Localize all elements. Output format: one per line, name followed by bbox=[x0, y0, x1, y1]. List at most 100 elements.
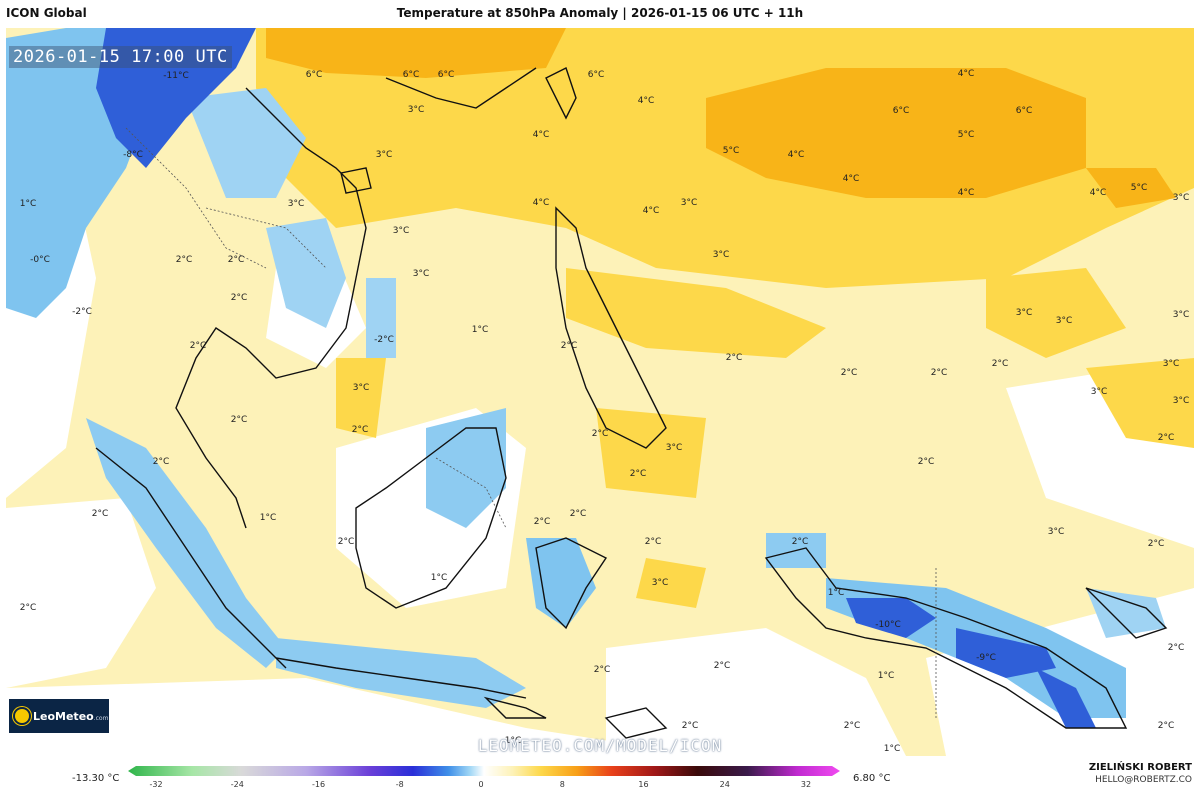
sun-icon bbox=[15, 709, 29, 723]
contour-label: 2°C bbox=[840, 368, 858, 378]
contour-label: 4°C bbox=[842, 174, 860, 184]
contour-label: 4°C bbox=[532, 130, 550, 140]
contour-label: 6°C bbox=[892, 106, 910, 116]
contour-label: 3°C bbox=[287, 199, 305, 209]
contour-label: 1°C bbox=[19, 199, 37, 209]
contour-label: 3°C bbox=[680, 198, 698, 208]
contour-label: 4°C bbox=[957, 188, 975, 198]
map-fields bbox=[6, 28, 1194, 756]
contour-label: 3°C bbox=[712, 250, 730, 260]
contour-label: 2°C bbox=[1157, 433, 1175, 443]
contour-label: 5°C bbox=[1130, 183, 1148, 193]
contour-label: 2°C bbox=[533, 517, 551, 527]
contour-label: 2°C bbox=[930, 368, 948, 378]
contour-label: 1°C bbox=[259, 513, 277, 523]
contour-label: 2°C bbox=[175, 255, 193, 265]
contour-label: 3°C bbox=[1047, 527, 1065, 537]
scale-tick-label: 24 bbox=[719, 780, 730, 789]
contour-label: 4°C bbox=[1089, 188, 1107, 198]
contour-label: 2°C bbox=[917, 457, 935, 467]
author-email: HELLO@ROBERTZ.CO bbox=[1095, 775, 1192, 785]
contour-label: 6°C bbox=[437, 70, 455, 80]
author-name: ZIELIŃSKI ROBERT bbox=[1088, 762, 1192, 773]
contour-label: 3°C bbox=[1090, 387, 1108, 397]
contour-label: -2°C bbox=[72, 307, 92, 317]
contour-label: 2°C bbox=[713, 661, 731, 671]
contour-label: 2°C bbox=[591, 429, 609, 439]
contour-label: -9°C bbox=[976, 653, 996, 663]
contour-label: -0°C bbox=[30, 255, 50, 265]
scale-tick-label: -24 bbox=[230, 780, 244, 789]
model-name: ICON Global bbox=[6, 6, 87, 20]
contour-label: 2°C bbox=[791, 537, 809, 547]
scale-tick-label: 16 bbox=[638, 780, 649, 789]
contour-label: 1°C bbox=[883, 744, 901, 754]
scale-tick-label: -16 bbox=[311, 780, 326, 789]
contour-label: -10°C bbox=[875, 620, 901, 630]
contour-label: 2°C bbox=[152, 457, 170, 467]
contour-label: 3°C bbox=[352, 383, 370, 393]
contour-label: 2°C bbox=[1157, 721, 1175, 731]
scale-tick-label: -32 bbox=[149, 780, 163, 789]
contour-label: 4°C bbox=[957, 69, 975, 79]
contour-label: 2°C bbox=[569, 509, 587, 519]
contour-label: 5°C bbox=[957, 130, 975, 140]
contour-label: 3°C bbox=[651, 578, 669, 588]
contour-label: 6°C bbox=[402, 70, 420, 80]
contour-label: 2°C bbox=[843, 721, 861, 731]
legend-min-label: -13.30 °C bbox=[72, 773, 120, 784]
contour-label: -11°C bbox=[163, 71, 189, 81]
contour-label: 4°C bbox=[642, 206, 660, 216]
scale-tick-label: 8 bbox=[559, 780, 565, 789]
chart-title: Temperature at 850hPa Anomaly | 2026-01-… bbox=[396, 6, 804, 20]
contour-label: 3°C bbox=[375, 150, 393, 160]
contour-label: 2°C bbox=[991, 359, 1009, 369]
contour-label: 2°C bbox=[227, 255, 245, 265]
contour-label: 1°C bbox=[471, 325, 489, 335]
contour-label: 2°C bbox=[337, 537, 355, 547]
contour-label: 2°C bbox=[351, 425, 369, 435]
contour-label: 1°C bbox=[504, 736, 522, 746]
contour-label: 1°C bbox=[430, 573, 448, 583]
contour-label: 6°C bbox=[1015, 106, 1033, 116]
contour-label: 5°C bbox=[722, 146, 740, 156]
contour-label: 3°C bbox=[665, 443, 683, 453]
leometeo-logo: LeoMeteo.com bbox=[9, 699, 109, 733]
scale-tick-label: 0 bbox=[478, 780, 484, 789]
contour-label: 3°C bbox=[407, 105, 425, 115]
contour-label: 6°C bbox=[587, 70, 605, 80]
contour-label: 3°C bbox=[1172, 193, 1190, 203]
contour-label: -2°C bbox=[374, 335, 394, 345]
contour-label: 2°C bbox=[1167, 643, 1185, 653]
contour-label: 3°C bbox=[412, 269, 430, 279]
contour-label: 4°C bbox=[637, 96, 655, 106]
contour-label: 3°C bbox=[1172, 396, 1190, 406]
scale-tick-label: -8 bbox=[395, 780, 404, 789]
valid-timestamp: 2026-01-15 17:00 UTC bbox=[9, 46, 232, 68]
contour-label: 1°C bbox=[827, 588, 845, 598]
contour-label: 2°C bbox=[189, 341, 207, 351]
contour-label: 2°C bbox=[560, 341, 578, 351]
contour-label: 2°C bbox=[230, 415, 248, 425]
contour-label: 2°C bbox=[593, 665, 611, 675]
contour-label: 3°C bbox=[1172, 310, 1190, 320]
color-scale-bar bbox=[128, 766, 840, 776]
watermark: LEOMETEO.COM/MODEL/ICON bbox=[477, 736, 723, 755]
contour-label: 4°C bbox=[787, 150, 805, 160]
contour-label: 2°C bbox=[230, 293, 248, 303]
contour-label: 2°C bbox=[644, 537, 662, 547]
contour-label: 2°C bbox=[91, 509, 109, 519]
contour-label: 6°C bbox=[305, 70, 323, 80]
contour-label: -8°C bbox=[123, 150, 143, 160]
legend-max-label: 6.80 °C bbox=[853, 773, 891, 784]
contour-label: 3°C bbox=[1055, 316, 1073, 326]
contour-label: 1°C bbox=[877, 671, 895, 681]
contour-label: 2°C bbox=[1147, 539, 1165, 549]
contour-label: 2°C bbox=[629, 469, 647, 479]
scale-tick-label: 32 bbox=[800, 780, 812, 789]
logo-name: LeoMeteo bbox=[33, 709, 94, 723]
contour-label: 2°C bbox=[19, 603, 37, 613]
contour-label: 2°C bbox=[725, 353, 743, 363]
contour-label: 4°C bbox=[532, 198, 550, 208]
contour-label: 3°C bbox=[1015, 308, 1033, 318]
